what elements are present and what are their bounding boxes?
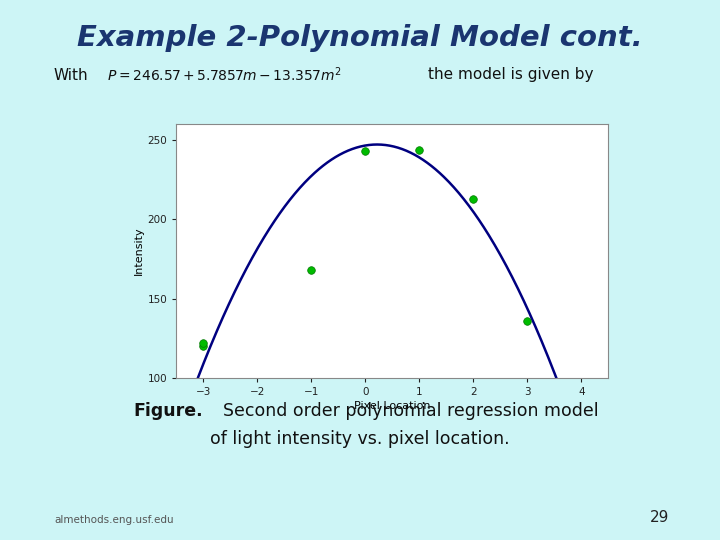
Text: Figure.: Figure. <box>133 402 203 420</box>
Point <box>197 339 209 347</box>
Point <box>521 316 533 325</box>
Point <box>413 145 425 154</box>
Point <box>197 342 209 350</box>
Text: With: With <box>54 68 89 83</box>
Text: Second order polynomial regression model: Second order polynomial regression model <box>223 402 599 420</box>
Point <box>359 147 372 156</box>
Point <box>468 194 480 203</box>
Text: 29: 29 <box>650 510 670 525</box>
Text: the model is given by: the model is given by <box>428 68 594 83</box>
Point <box>305 266 317 274</box>
Y-axis label: Intensity: Intensity <box>133 227 143 275</box>
Text: almethods.eng.usf.edu: almethods.eng.usf.edu <box>54 515 174 525</box>
Text: of light intensity vs. pixel location.: of light intensity vs. pixel location. <box>210 430 510 448</box>
X-axis label: Pixel Location: Pixel Location <box>354 401 431 411</box>
Text: $P = 246.57 + 5.7857m - 13.357m^{2}$: $P = 246.57 + 5.7857m - 13.357m^{2}$ <box>107 66 341 84</box>
Text: Example 2-Polynomial Model cont.: Example 2-Polynomial Model cont. <box>77 24 643 52</box>
